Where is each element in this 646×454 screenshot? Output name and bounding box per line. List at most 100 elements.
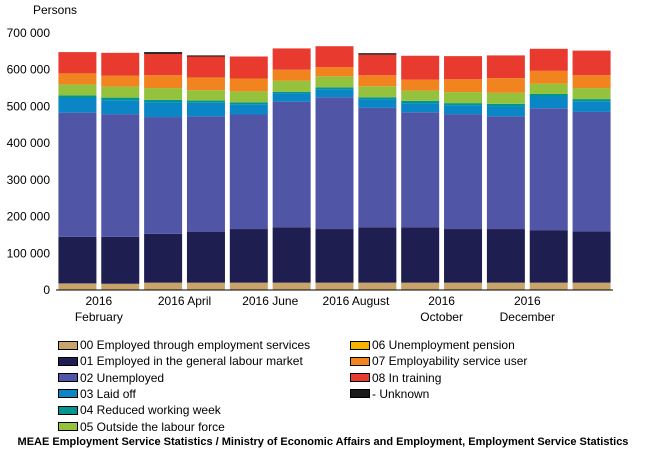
legend-item: 08 In training [350,370,441,386]
x-tick-label: October [420,310,463,324]
y-tick-label: 300 000 [7,173,51,187]
bar-segment [401,55,440,80]
y-tick-label: 0 [43,283,50,297]
bar-segment [101,97,140,101]
bar-segment [186,55,225,57]
bar-segment [101,86,140,98]
x-tick-label: December [500,310,555,324]
bar-segment [486,103,525,107]
bar-segment [315,97,354,230]
bar-segment [315,229,354,283]
bar-segment [486,106,525,117]
bar-segment [144,99,183,103]
bar-segment [229,229,268,283]
bar-segment [572,282,611,290]
legend-item: 02 Unemployed [58,370,164,386]
legend-swatch [58,422,78,431]
bar-stack [529,48,568,290]
legend-label: 03 Laid off [80,386,136,401]
bar-segment [144,53,183,76]
bar-segment [272,91,311,94]
legend-label: 02 Unemployed [80,370,165,385]
bar-segment [229,102,268,105]
legend-item: - Unknown [350,386,429,402]
x-tick-label: 2016 June [242,294,298,308]
bar-segment [186,231,225,283]
bar-segment [529,282,568,290]
bar-segment [444,92,483,104]
bar-segment [101,283,140,290]
bar-segment [572,88,611,100]
bar-segment [358,75,397,87]
bar-segment [58,236,97,284]
bar-segment [315,89,354,98]
bar-segment [358,54,397,76]
bar-segment [58,97,97,113]
bar-segment [486,92,525,104]
y-tick-label: 400 000 [7,136,51,150]
bar-segment [186,102,225,117]
bar-stack [58,52,97,290]
bar-segment [229,104,268,115]
bar-segment [529,108,568,231]
bar-segment [444,79,483,93]
y-tick-label: 700 000 [7,26,51,40]
bar-segment [58,52,97,74]
bar-segment [186,282,225,290]
bar-stack [358,53,397,290]
bar-segment [101,100,140,115]
bar-segment [186,56,225,78]
bar-segment [272,93,311,102]
y-tick-label: 200 000 [7,210,51,224]
bar-segment [486,282,525,290]
bar-segment [486,229,525,283]
legend-label: 00 Employed through employment services [80,338,311,352]
bar-segment [144,233,183,283]
legend-swatch [58,405,78,415]
bar-segment [572,50,611,76]
bar-segment [358,227,397,283]
legend-item: 01 Employed in the general labour market [58,353,303,369]
bar-segment [529,83,568,94]
bar-segment [572,231,611,283]
bar-segment [229,78,268,92]
bar-segment [401,112,440,228]
bar-segment [144,88,183,100]
legend-label: 05 Outside the labour force [80,419,225,434]
bar-segment [529,230,568,283]
bar-segment [272,282,311,290]
legend-swatch [350,340,370,350]
bar-segment [529,70,568,84]
legend-label: 01 Employed in the general labour market [80,354,303,369]
legend-label: 07 Employability service user [372,354,528,369]
x-axis-labels: 2016 February 2016 April 2016 June 2016 Augu… [75,294,555,324]
y-tick-label: 600 000 [7,63,51,77]
bar-segment [358,107,397,228]
bar-segment [101,52,140,76]
bar-segment [444,56,483,80]
bar-segment [58,73,97,85]
bar-segment [144,75,183,89]
bar-segment [444,282,483,290]
bar-segment [572,111,611,232]
legend-label: 04 Reduced working week [80,403,221,418]
bar-stack [272,48,311,290]
bar-segment [58,283,97,290]
bar-segment [144,102,183,118]
bar-segment [358,97,397,100]
bar-segment [444,105,483,115]
bar-segment [358,86,397,98]
bar-segment [272,101,311,228]
bar-segment [401,100,440,104]
bar-stack [572,50,611,290]
bar-segment [229,114,268,230]
bar-segment [229,282,268,290]
bars [58,46,611,290]
legend-swatch [350,389,370,399]
bar-segment [401,282,440,290]
bar-segment [572,75,611,89]
x-tick-label: 2016 [85,294,112,308]
legend-label: - Unknown [372,386,430,401]
legend-label: 06 Unemployment pension [372,338,515,352]
legend-item: 07 Employability service user [350,353,527,369]
